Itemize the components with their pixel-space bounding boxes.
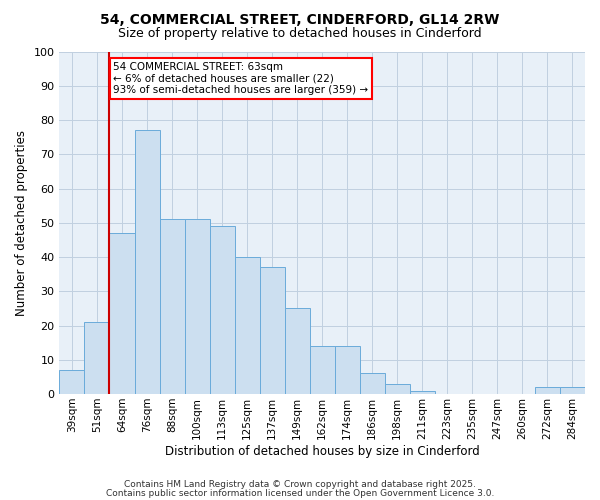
X-axis label: Distribution of detached houses by size in Cinderford: Distribution of detached houses by size … bbox=[165, 444, 479, 458]
Bar bbox=[134, 130, 160, 394]
Text: 54, COMMERCIAL STREET, CINDERFORD, GL14 2RW: 54, COMMERCIAL STREET, CINDERFORD, GL14 … bbox=[100, 12, 500, 26]
Bar bbox=[310, 346, 335, 394]
Y-axis label: Number of detached properties: Number of detached properties bbox=[15, 130, 28, 316]
Bar bbox=[85, 322, 109, 394]
Bar bbox=[185, 220, 209, 394]
Bar bbox=[109, 233, 134, 394]
Bar bbox=[385, 384, 410, 394]
Bar bbox=[360, 374, 385, 394]
Bar bbox=[160, 220, 185, 394]
Bar bbox=[59, 370, 85, 394]
Bar bbox=[410, 390, 435, 394]
Bar bbox=[235, 257, 260, 394]
Bar bbox=[260, 268, 284, 394]
Text: 54 COMMERCIAL STREET: 63sqm
← 6% of detached houses are smaller (22)
93% of semi: 54 COMMERCIAL STREET: 63sqm ← 6% of deta… bbox=[113, 62, 368, 95]
Bar bbox=[284, 308, 310, 394]
Bar bbox=[560, 387, 585, 394]
Text: Contains HM Land Registry data © Crown copyright and database right 2025.: Contains HM Land Registry data © Crown c… bbox=[124, 480, 476, 489]
Bar bbox=[335, 346, 360, 394]
Bar bbox=[209, 226, 235, 394]
Text: Contains public sector information licensed under the Open Government Licence 3.: Contains public sector information licen… bbox=[106, 489, 494, 498]
Text: Size of property relative to detached houses in Cinderford: Size of property relative to detached ho… bbox=[118, 28, 482, 40]
Bar bbox=[535, 387, 560, 394]
